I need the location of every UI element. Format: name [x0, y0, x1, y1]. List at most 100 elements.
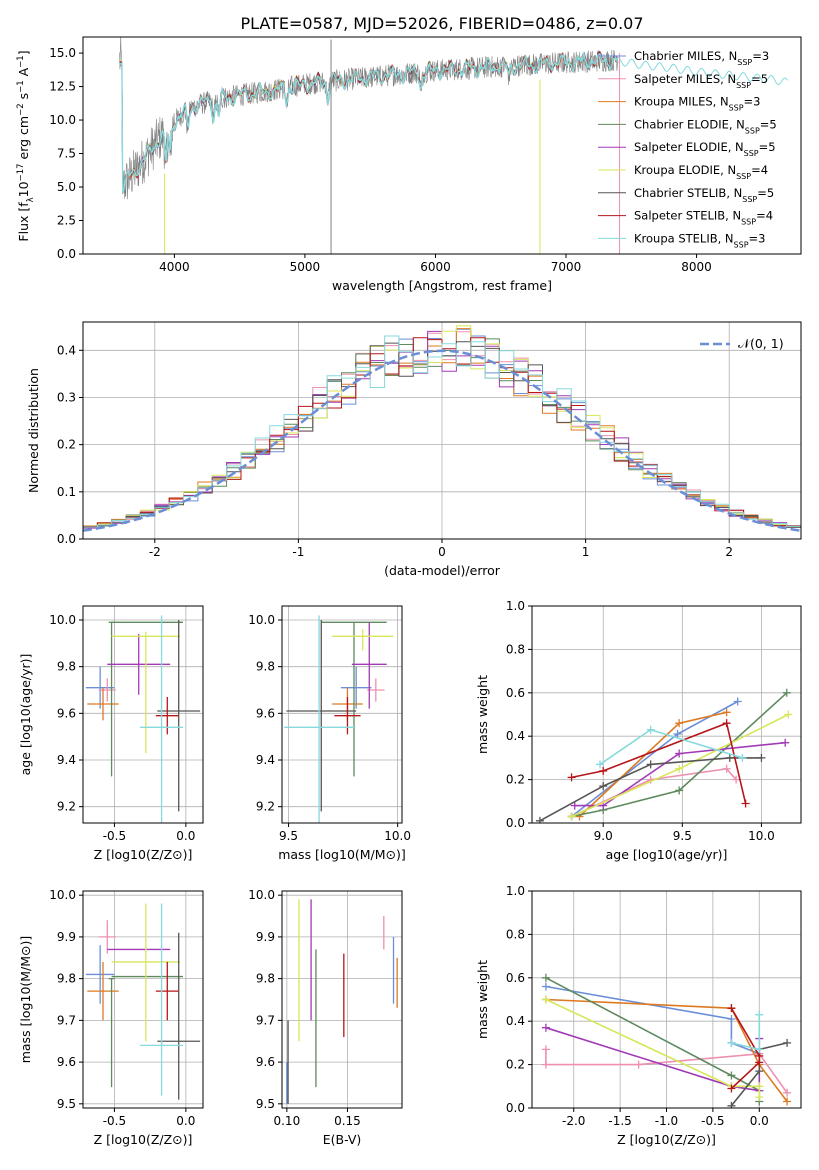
plot-area — [541, 973, 792, 1108]
mass-weight-marker — [782, 688, 791, 697]
y-tick-label: 2.5 — [57, 214, 76, 228]
x-tick-label: 0.0 — [176, 1114, 195, 1128]
mass-weight-marker — [755, 1010, 764, 1019]
mass-weight-marker — [727, 1004, 736, 1013]
y-tick-label: 9.6 — [256, 706, 275, 720]
mass-weight-marker — [755, 1045, 764, 1054]
legend-normal-label: 𝒩(0, 1) — [738, 336, 784, 351]
axes-frame — [82, 605, 204, 824]
y-axis-label: mass weight — [475, 675, 490, 754]
y-tick-label: 0.0 — [506, 1101, 525, 1115]
legend-label: Chabrier STELIB, NSSP=5 — [634, 186, 774, 204]
x-axis-label: Z [log10(Z/Z⊙)] — [94, 847, 193, 862]
y-tick-label: 0.0 — [506, 816, 525, 830]
y-tick-label: 9.8 — [57, 972, 76, 986]
age-vs-mass-panel: 9.5 10.0 9.2 9.4 9.6 9.8 10.0 mass [log10(M/M⊙)… — [248, 605, 411, 862]
legend-label: Chabrier MILES, NSSP=3 — [634, 49, 769, 67]
x-tick-label: 0.10 — [273, 1114, 300, 1128]
legend-label: Kroupa MILES, NSSP=3 — [634, 95, 760, 113]
axes-frame — [82, 321, 802, 540]
y-tick-label: 9.5 — [256, 1097, 275, 1111]
axes-frame — [82, 36, 802, 255]
mass-weight-marker — [732, 775, 741, 784]
y-tick-label: 9.2 — [256, 800, 275, 814]
x-tick-label: 6000 — [420, 260, 451, 274]
legend-label: Salpeter STELIB, NSSP=4 — [634, 209, 773, 227]
mass-weight-marker — [541, 1045, 550, 1054]
model-spectrum-kroupa-stelib — [118, 50, 619, 194]
y-axis-label: age [log10(age/yr)] — [18, 654, 33, 776]
mass-weight-line-chabrier-miles — [545, 985, 760, 1055]
x-tick-label: -0.5 — [103, 1114, 126, 1128]
mass-weight-marker — [722, 719, 731, 728]
x-tick-label: -1.5 — [608, 1114, 631, 1128]
plot-area — [286, 899, 398, 1104]
model-spectrum-kroupa-miles — [119, 49, 619, 191]
y-tick-label: 0.8 — [506, 642, 525, 656]
mass-weight-marker — [783, 1088, 792, 1097]
y-tick-label: 0.6 — [506, 686, 525, 700]
mass-weight-marker — [541, 1023, 550, 1032]
model-spectrum-salpeter-miles — [119, 50, 619, 193]
residuals-panel: -2 -1 0 1 2 0.0 0.1 0.2 0.3 0.4 (data-model)/error… — [26, 321, 802, 578]
x-tick-label: -2 — [149, 545, 161, 559]
y-tick-label: 0.3 — [57, 390, 76, 404]
figure-title: PLATE=0587, MJD=52026, FIBERID=0486, z=0… — [240, 14, 643, 33]
mass-weight-marker — [727, 1101, 736, 1108]
x-tick-label: 7000 — [551, 260, 582, 274]
mass-weight-marker — [755, 1067, 764, 1076]
mass-weight-marker — [722, 764, 731, 773]
age-vs-metallicity-panel: -0.5 0.0 9.2 9.4 9.6 9.8 10.0 Z [log10(Z/Z⊙)] ag… — [18, 605, 204, 862]
x-axis-label: mass [log10(M/M⊙)] — [278, 847, 406, 862]
y-tick-label: 9.7 — [57, 1013, 76, 1027]
x-tick-label: 0.0 — [176, 829, 195, 843]
mass-weight-marker — [646, 760, 655, 769]
x-axis-label: wavelength [Angstrom, rest frame] — [332, 278, 552, 293]
mass-weight-marker — [634, 1060, 643, 1069]
model-spectrum-salpeter-stelib — [119, 51, 619, 190]
x-axis-label: Z [log10(Z/Z⊙)] — [94, 1132, 193, 1147]
x-tick-label: 9.5 — [673, 829, 692, 843]
mass-weight-line-kroupa-elodie — [545, 998, 761, 1098]
mass-vs-metallicity-panel: -0.5 0.0 9.5 9.6 9.7 9.8 9.9 10.0 Z [log10(Z/Z⊙)… — [18, 888, 204, 1147]
plot-area — [85, 903, 201, 1100]
y-tick-label: 1.0 — [506, 599, 525, 613]
mass-weight-vs-metallicity-panel: -2.0 -1.5 -1.0 -0.5 0.0 0.0 0.2 0.4 0.6 0.8 1.0 Z [… — [475, 884, 802, 1147]
model-spectrum-salpeter-elodie — [119, 51, 619, 194]
mass-weight-marker — [541, 982, 550, 991]
legend-label: Chabrier ELODIE, NSSP=5 — [634, 117, 777, 135]
mass-weight-vs-age-panel: 9.0 9.5 10.0 0.0 0.2 0.4 0.6 0.8 1.0 age [log10(a… — [475, 599, 802, 862]
mass-weight-marker — [783, 1097, 792, 1106]
plot-area — [83, 325, 801, 532]
y-tick-label: 0.2 — [506, 1058, 525, 1072]
x-tick-label: 8000 — [681, 260, 712, 274]
y-tick-label: 0.1 — [57, 485, 76, 499]
mass-weight-marker — [541, 1060, 550, 1069]
legend-label: Kroupa STELIB, NSSP=3 — [634, 231, 765, 249]
mass-weight-marker — [733, 697, 742, 706]
mass-weight-marker — [757, 753, 766, 762]
y-tick-label: 9.6 — [57, 1055, 76, 1069]
y-tick-label: 5.0 — [57, 180, 76, 194]
y-tick-label: 0.4 — [506, 1014, 525, 1028]
mass-weight-marker — [541, 973, 550, 982]
x-tick-label: 5000 — [290, 260, 321, 274]
x-tick-label: 0 — [438, 545, 446, 559]
x-tick-label: -0.5 — [701, 1114, 724, 1128]
y-tick-label: 9.9 — [57, 930, 76, 944]
x-axis-label: age [log10(age/yr)] — [606, 847, 728, 862]
y-tick-label: 9.6 — [57, 706, 76, 720]
x-tick-label: 9.5 — [279, 829, 298, 843]
plot-area — [118, 37, 788, 254]
axes-frame — [531, 890, 802, 1109]
model-spectrum-extension — [617, 56, 788, 86]
y-tick-label: 9.2 — [57, 800, 76, 814]
y-axis-label: Normed distribution — [26, 368, 41, 493]
normal-distribution-curve — [83, 349, 801, 532]
plot-area — [85, 615, 201, 823]
plot-area — [284, 615, 394, 823]
y-tick-label: 9.9 — [256, 930, 275, 944]
y-tick-label: 0.4 — [57, 343, 76, 357]
y-tick-label: 7.5 — [57, 147, 76, 161]
